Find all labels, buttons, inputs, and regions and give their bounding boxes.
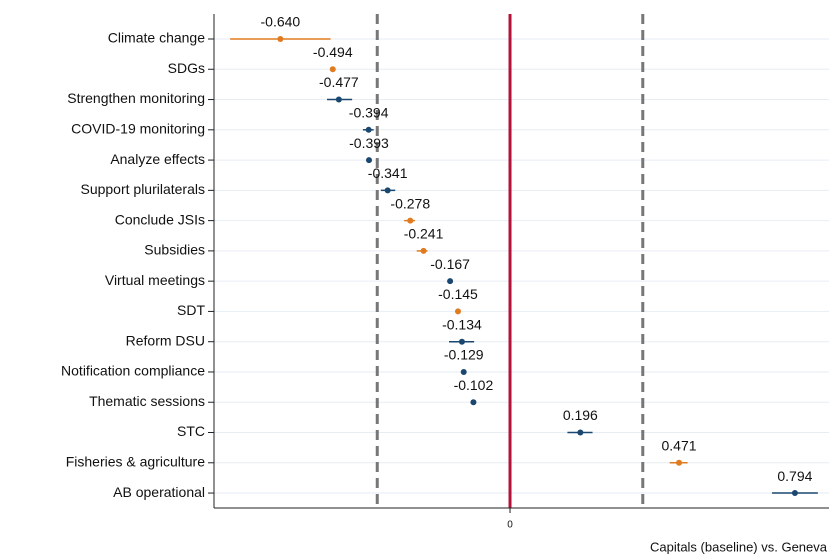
value-label: 0.196 [563, 407, 598, 423]
value-label: -0.394 [349, 105, 389, 121]
value-label: -0.278 [390, 195, 430, 211]
point [676, 459, 683, 466]
point [329, 66, 336, 73]
point [470, 399, 477, 406]
y-tick-label: COVID-19 monitoring [71, 121, 205, 137]
value-label: -0.241 [404, 226, 444, 242]
value-label: -0.167 [430, 256, 470, 272]
y-tick-label: Reform DSU [126, 332, 205, 348]
value-label: -0.640 [261, 14, 301, 30]
point [366, 157, 373, 164]
value-label: -0.494 [313, 44, 353, 60]
y-tick-label: Climate change [108, 30, 205, 46]
y-tick-label: SDT [177, 302, 205, 318]
value-label: 0.471 [661, 437, 696, 453]
y-tick-label: Conclude JSIs [115, 211, 205, 227]
point [458, 338, 465, 345]
point [335, 96, 342, 103]
point [384, 187, 391, 194]
plot-area [214, 14, 829, 508]
point [447, 278, 454, 285]
point [577, 429, 584, 436]
y-tick-label: Fisheries & agriculture [66, 453, 205, 469]
x-tick-label: 0 [507, 520, 513, 531]
y-tick-label: SDGs [168, 60, 205, 76]
point [420, 247, 427, 254]
y-tick-label: AB operational [113, 484, 205, 500]
point [277, 36, 284, 42]
y-tick-label: STC [177, 423, 205, 439]
value-label: -0.129 [444, 347, 484, 363]
y-tick-label: Analyze effects [110, 151, 205, 167]
value-label: -0.341 [368, 165, 408, 181]
y-tick-label: Thematic sessions [89, 393, 205, 409]
value-label: -0.393 [349, 135, 389, 151]
point [454, 308, 461, 315]
x-axis-label: Capitals (baseline) vs. Geneva [650, 539, 828, 554]
value-label: -0.134 [442, 316, 482, 332]
y-tick-label: Virtual meetings [105, 272, 205, 288]
point [407, 217, 414, 224]
value-label: 0.794 [777, 468, 812, 484]
value-label: -0.477 [319, 74, 359, 90]
value-label: -0.145 [438, 286, 478, 302]
value-label: -0.102 [454, 377, 494, 393]
point [365, 126, 372, 133]
y-tick-label: Strengthen monitoring [67, 90, 205, 106]
y-tick-label: Subsidies [144, 242, 205, 258]
y-tick-label: Notification compliance [61, 363, 205, 379]
point [460, 368, 467, 375]
y-tick-label: Support plurilaterals [80, 181, 205, 197]
point [791, 490, 798, 497]
